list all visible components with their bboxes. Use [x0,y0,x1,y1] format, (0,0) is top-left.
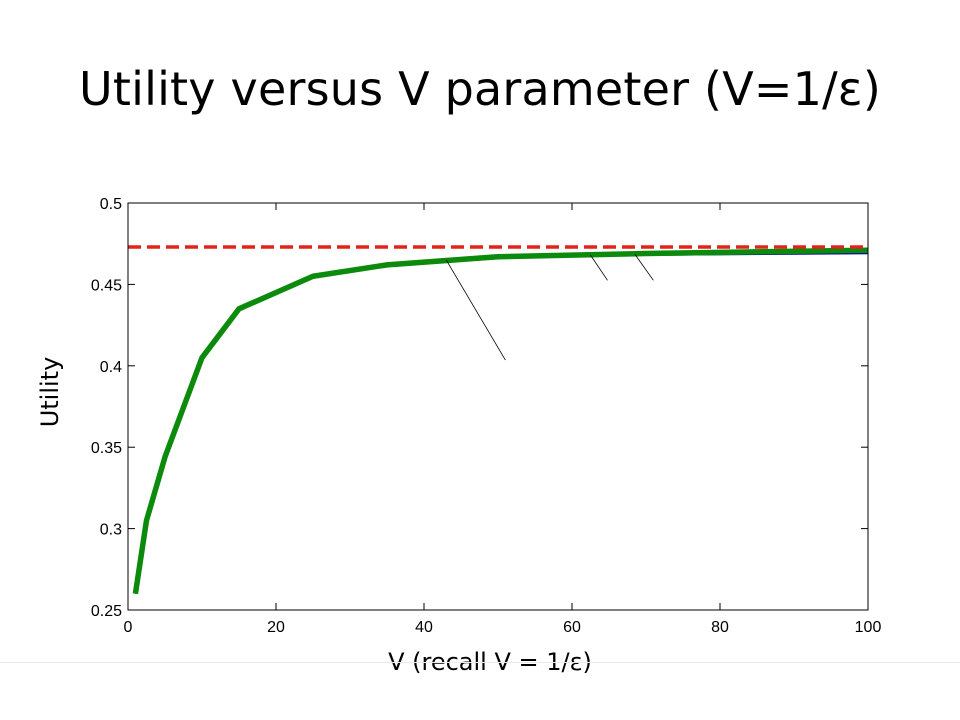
series-lines [128,245,869,595]
y-tick-label: 0.5 [100,196,122,213]
x-tick-label: 60 [563,619,581,636]
series-green-line [132,247,869,595]
x-tick-label: 40 [415,619,433,636]
annotation-leader-line [445,259,506,361]
annotation-leader-line [590,254,608,281]
y-tick-label: 0.3 [100,522,122,539]
annotation-lines [445,254,654,361]
tick-labels: 0 20 40 60 80 100 0.25 0.3 0.35 0.4 0.45 0.5 [91,196,882,636]
x-tick-label: 0 [124,619,133,636]
plot-background [128,203,868,610]
y-axis-label: Utility [36,356,64,428]
x-tick-label: 100 [855,619,882,636]
x-tick-label: 80 [711,619,729,636]
x-tick-label: 20 [267,619,285,636]
y-tick-label: 0.25 [91,603,122,620]
y-tick-label: 0.4 [100,359,122,376]
plot-area [128,203,868,610]
y-tick-label: 0.35 [91,440,122,457]
y-tick-label: 0.45 [91,277,122,294]
plot-frame [127,202,869,611]
annotation-leader-line [634,254,654,281]
slide-bottom-rule [0,662,960,663]
slide-title: Utility versus V parameter (V=1/ε) [79,62,881,116]
